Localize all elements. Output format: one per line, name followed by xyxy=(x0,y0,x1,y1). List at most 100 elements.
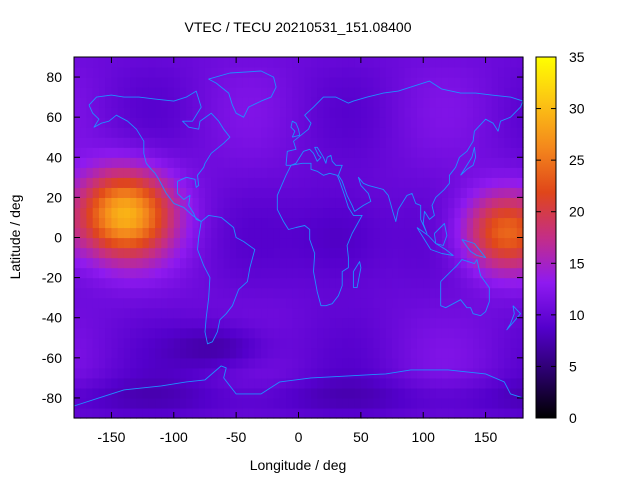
heatmap-cell xyxy=(398,327,406,339)
heatmap-cell xyxy=(261,187,268,198)
heatmap-cell xyxy=(441,337,449,349)
heatmap-cell xyxy=(204,77,212,88)
heatmap-cell xyxy=(117,277,125,289)
heatmap-cell xyxy=(92,307,100,319)
heatmap-cell xyxy=(342,167,349,178)
heatmap-cell xyxy=(167,87,175,98)
heatmap-cell xyxy=(167,117,175,128)
heatmap-cell xyxy=(204,117,212,128)
heatmap-cell xyxy=(292,327,300,339)
heatmap-cell xyxy=(367,357,374,369)
heatmap-cell xyxy=(161,97,169,108)
heatmap-cell xyxy=(410,367,418,379)
heatmap-cell xyxy=(267,197,275,209)
heatmap-cell xyxy=(491,157,499,168)
heatmap-cell xyxy=(148,257,156,269)
heatmap-cell xyxy=(279,227,287,239)
heatmap-cell xyxy=(367,227,374,239)
heatmap-cell xyxy=(217,287,225,299)
heatmap-cell xyxy=(130,267,137,279)
heatmap-cell xyxy=(317,247,325,259)
heatmap-cell xyxy=(473,127,480,138)
heatmap-cell xyxy=(360,167,368,178)
heatmap-cell xyxy=(373,387,381,399)
heatmap-cell xyxy=(342,217,349,229)
heatmap-cell xyxy=(186,247,194,259)
heatmap-cell xyxy=(473,347,480,359)
heatmap-cell xyxy=(279,97,287,108)
coastline-indonesia xyxy=(416,227,454,256)
heatmap-cell xyxy=(379,147,387,158)
heatmap-cell xyxy=(161,77,169,88)
heatmap-cell xyxy=(298,307,306,319)
heatmap-cell xyxy=(236,197,243,209)
heatmap-cell xyxy=(74,337,81,349)
heatmap-cell xyxy=(229,347,237,359)
heatmap-cell xyxy=(304,57,312,68)
heatmap-cell xyxy=(92,207,100,219)
heatmap-cell xyxy=(423,117,431,128)
heatmap-cell xyxy=(348,217,356,229)
heatmap-cell xyxy=(498,277,505,289)
heatmap-cell xyxy=(74,107,81,118)
heatmap-cell xyxy=(435,207,443,219)
heatmap-cell xyxy=(111,397,119,409)
heatmap-cell xyxy=(286,147,293,158)
heatmap-cell xyxy=(379,317,387,329)
heatmap-cell xyxy=(180,177,187,188)
heatmap-cell xyxy=(329,127,337,138)
heatmap-cell xyxy=(398,117,406,128)
heatmap-cell xyxy=(254,347,262,359)
heatmap-cell xyxy=(504,397,512,409)
heatmap-cell xyxy=(466,397,474,409)
heatmap-cell xyxy=(398,257,406,269)
heatmap-cell xyxy=(267,267,275,279)
heatmap-cell xyxy=(130,247,137,259)
heatmap-cell xyxy=(292,267,300,279)
colorbar-tick-label: 0 xyxy=(569,410,577,426)
heatmap-cell xyxy=(304,97,312,108)
heatmap-cell xyxy=(516,107,524,118)
heatmap-cell xyxy=(498,67,505,78)
heatmap-cell xyxy=(98,87,106,98)
heatmap-cell xyxy=(504,137,512,148)
heatmap-cell xyxy=(491,377,499,389)
heatmap-cell xyxy=(267,157,275,168)
heatmap-cell xyxy=(217,407,225,419)
heatmap-cell xyxy=(180,327,187,339)
heatmap-cell xyxy=(441,327,449,339)
heatmap-cell xyxy=(454,257,462,269)
heatmap-cell xyxy=(186,87,194,98)
heatmap-cell xyxy=(254,117,262,128)
heatmap-cell xyxy=(180,277,187,289)
heatmap-cell xyxy=(310,317,318,329)
x-axis-label: Longitude / deg xyxy=(250,457,347,473)
heatmap-cell xyxy=(367,297,374,309)
heatmap-cell xyxy=(92,217,100,229)
heatmap-cell xyxy=(323,157,331,168)
heatmap-cell xyxy=(86,247,94,259)
heatmap-cell xyxy=(448,57,456,68)
heatmap-cell xyxy=(242,227,250,239)
heatmap-cell xyxy=(92,327,100,339)
heatmap-cell xyxy=(410,377,418,389)
heatmap-cell xyxy=(142,407,150,419)
heatmap-cell xyxy=(117,87,125,98)
heatmap-cell xyxy=(435,187,443,198)
heatmap-cell xyxy=(510,157,518,168)
heatmap-cell xyxy=(416,107,424,118)
heatmap-cell xyxy=(392,177,399,188)
heatmap-cell xyxy=(130,147,137,158)
heatmap-cell xyxy=(273,397,281,409)
heatmap-cell xyxy=(466,287,474,299)
heatmap-cell xyxy=(410,87,418,98)
x-tick-label: 0 xyxy=(295,429,303,445)
heatmap-cell xyxy=(466,197,474,209)
heatmap-cell xyxy=(80,307,88,319)
heatmap-cell xyxy=(173,57,181,68)
heatmap-cell xyxy=(229,87,237,98)
heatmap-cell xyxy=(279,237,287,249)
heatmap-cell xyxy=(92,357,100,369)
heatmap-cell xyxy=(510,397,518,409)
heatmap-cell xyxy=(298,387,306,399)
